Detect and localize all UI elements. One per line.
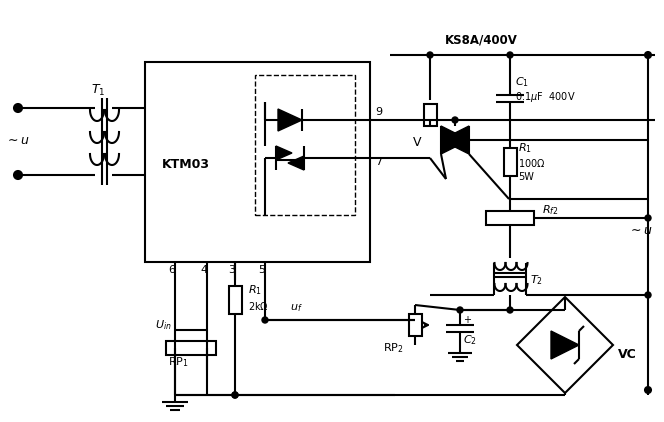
Text: $R_1$: $R_1$ — [518, 141, 532, 155]
Bar — [504, 148, 517, 176]
Text: $U_{in}$: $U_{in}$ — [155, 318, 172, 332]
Bar — [424, 104, 437, 126]
Bar — [145, 62, 370, 262]
Text: RP$_2$: RP$_2$ — [382, 341, 403, 355]
Circle shape — [645, 52, 651, 58]
Circle shape — [232, 392, 238, 398]
Text: V: V — [413, 136, 422, 149]
Text: $\sim$$u$: $\sim$$u$ — [5, 133, 30, 146]
Text: 4: 4 — [201, 265, 208, 275]
Text: $T_2$: $T_2$ — [530, 273, 543, 287]
Bar — [409, 314, 422, 336]
Text: 5: 5 — [258, 265, 266, 275]
Text: 3: 3 — [228, 265, 236, 275]
Text: $R_{f2}$: $R_{f2}$ — [542, 203, 558, 217]
Text: KS8A/400V: KS8A/400V — [445, 33, 518, 46]
Circle shape — [457, 307, 463, 313]
Text: 5W: 5W — [518, 172, 534, 182]
Text: 100$\Omega$: 100$\Omega$ — [518, 157, 546, 169]
Text: $T_1$: $T_1$ — [91, 82, 105, 97]
Circle shape — [645, 215, 651, 221]
Text: VC: VC — [618, 349, 637, 362]
Polygon shape — [278, 109, 302, 131]
Text: RP$_1$: RP$_1$ — [167, 355, 189, 369]
Polygon shape — [551, 331, 579, 359]
Bar — [255, 75, 355, 215]
Circle shape — [507, 52, 513, 58]
Text: $C_2$: $C_2$ — [463, 333, 477, 347]
Polygon shape — [288, 156, 304, 170]
Polygon shape — [276, 146, 292, 160]
Text: 6: 6 — [169, 265, 175, 275]
Circle shape — [262, 317, 268, 323]
Text: 0.1$\mu$F  400V: 0.1$\mu$F 400V — [515, 90, 576, 104]
Circle shape — [645, 292, 651, 298]
Text: $R_1$: $R_1$ — [248, 283, 262, 297]
Text: 7: 7 — [375, 157, 382, 167]
Text: $u_f$: $u_f$ — [290, 302, 303, 314]
Bar — [229, 286, 242, 314]
Circle shape — [427, 52, 433, 58]
Bar — [486, 211, 534, 225]
Circle shape — [507, 307, 513, 313]
Polygon shape — [441, 126, 469, 154]
Text: KTM03: KTM03 — [162, 159, 210, 171]
Text: $\sim$$u$: $\sim$$u$ — [628, 224, 653, 236]
Text: 2k$\Omega$: 2k$\Omega$ — [248, 300, 269, 312]
Text: +: + — [463, 315, 471, 325]
Circle shape — [645, 387, 651, 393]
Bar — [166, 341, 216, 355]
Circle shape — [14, 171, 22, 179]
Circle shape — [452, 117, 458, 123]
Circle shape — [232, 392, 238, 398]
Circle shape — [14, 104, 22, 112]
Polygon shape — [441, 126, 469, 154]
Text: 9: 9 — [375, 107, 382, 117]
Text: $C_1$: $C_1$ — [515, 75, 529, 89]
